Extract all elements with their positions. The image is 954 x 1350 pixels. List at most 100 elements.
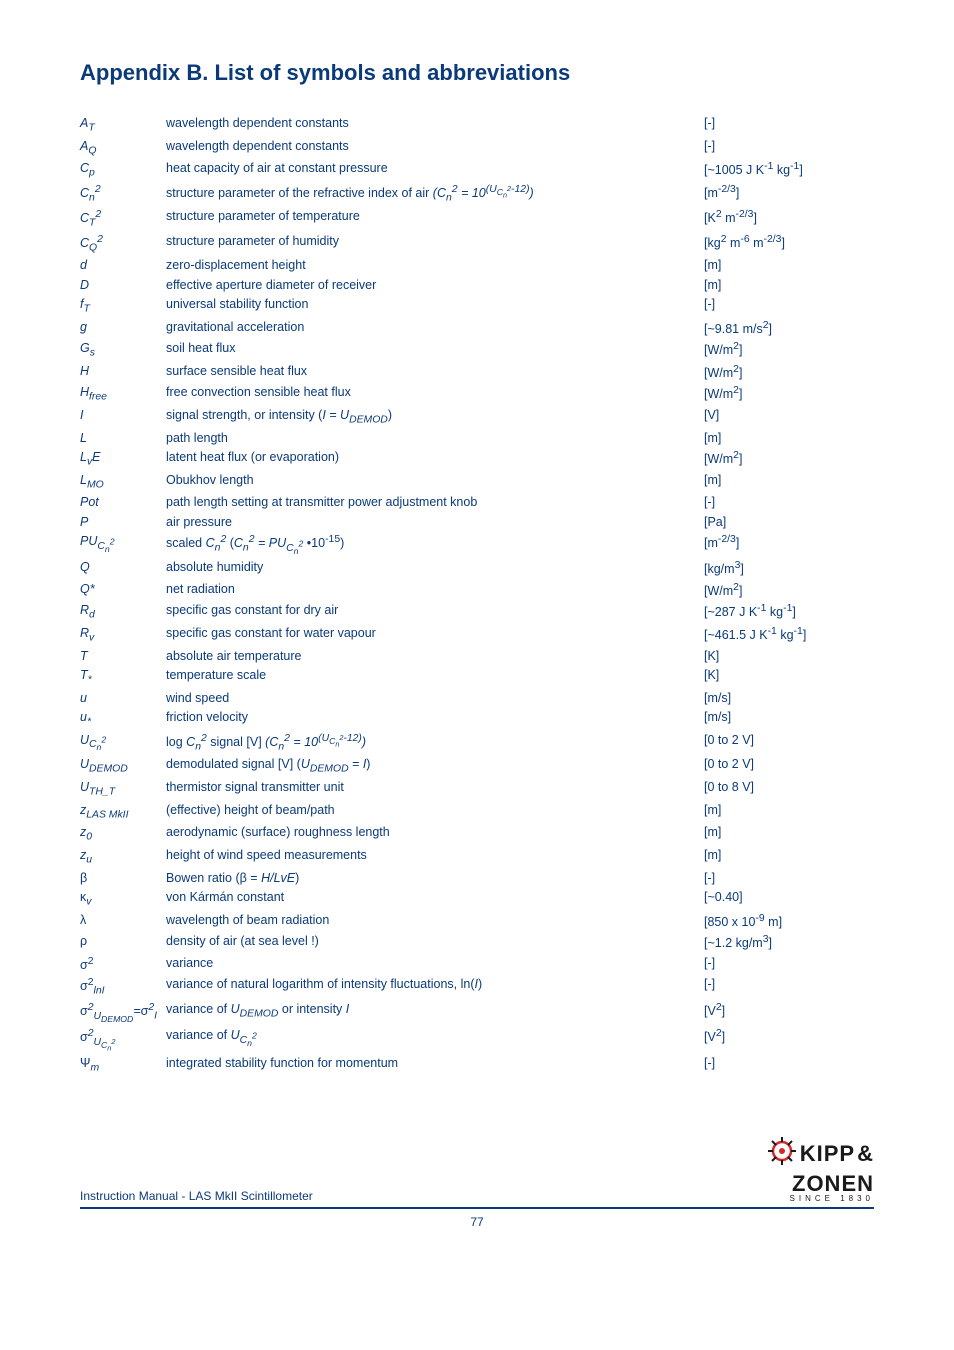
- table-row: σ2lnIvariance of natural logarithm of in…: [80, 975, 874, 1000]
- symbol-cell: T*: [80, 666, 166, 689]
- description-cell: variance of UCn2: [166, 1026, 704, 1054]
- description-cell: friction velocity: [166, 708, 704, 731]
- symbol-cell: Q*: [80, 580, 166, 602]
- unit-cell: [-]: [704, 1054, 874, 1077]
- symbol-cell: LMO: [80, 471, 166, 494]
- table-row: σ2variance[-]: [80, 954, 874, 976]
- footer-text: Instruction Manual - LAS MkII Scintillom…: [80, 1189, 313, 1203]
- description-cell: temperature scale: [166, 666, 704, 689]
- description-cell: specific gas constant for water vapour: [166, 624, 704, 647]
- symbol-cell: Cn2: [80, 182, 166, 207]
- brand-logo: KIPP & ZONEN SINCE 1830: [768, 1137, 874, 1203]
- description-cell: variance of UDEMOD or intensity I: [166, 1000, 704, 1026]
- description-cell: surface sensible heat flux: [166, 362, 704, 384]
- unit-cell: [0 to 8 V]: [704, 778, 874, 801]
- table-row: Ψmintegrated stability function for mome…: [80, 1054, 874, 1077]
- table-row: Deffective aperture diameter of receiver…: [80, 276, 874, 295]
- unit-cell: [-]: [704, 137, 874, 160]
- symbol-cell: u: [80, 689, 166, 708]
- description-cell: variance: [166, 954, 704, 976]
- symbol-cell: σ2lnI: [80, 975, 166, 1000]
- description-cell: Bowen ratio (β = H/LvE): [166, 869, 704, 888]
- unit-cell: [W/m2]: [704, 580, 874, 602]
- description-cell: structure parameter of humidity: [166, 232, 704, 257]
- table-row: ATwavelength dependent constants[-]: [80, 114, 874, 137]
- symbol-cell: LvE: [80, 448, 166, 471]
- symbol-cell: AT: [80, 114, 166, 137]
- symbol-cell: UDEMOD: [80, 755, 166, 778]
- description-cell: wavelength of beam radiation: [166, 911, 704, 933]
- description-cell: gravitational acceleration: [166, 318, 704, 340]
- table-row: σ2UCn2variance of UCn2[V2]: [80, 1026, 874, 1054]
- unit-cell: [Pa]: [704, 513, 874, 532]
- logo-icon: [768, 1137, 796, 1171]
- description-cell: scaled Cn2 (Cn2 = PUCn2 •10-15): [166, 532, 704, 558]
- symbol-cell: g: [80, 318, 166, 340]
- table-row: Hsurface sensible heat flux[W/m2]: [80, 362, 874, 384]
- symbol-cell: D: [80, 276, 166, 295]
- description-cell: net radiation: [166, 580, 704, 602]
- unit-cell: [V2]: [704, 1026, 874, 1054]
- unit-cell: [m-2/3]: [704, 532, 874, 558]
- logo-line3: SINCE 1830: [768, 1194, 874, 1203]
- table-row: Pair pressure[Pa]: [80, 513, 874, 532]
- description-cell: air pressure: [166, 513, 704, 532]
- table-row: LvElatent heat flux (or evaporation)[W/m…: [80, 448, 874, 471]
- symbol-cell: H: [80, 362, 166, 384]
- unit-cell: [kg2 m-6 m-2/3]: [704, 232, 874, 257]
- page-title: Appendix B. List of symbols and abbrevia…: [80, 60, 874, 86]
- unit-cell: [m]: [704, 846, 874, 869]
- table-row: Tabsolute air temperature[K]: [80, 647, 874, 666]
- symbol-cell: CT2: [80, 207, 166, 232]
- description-cell: height of wind speed measurements: [166, 846, 704, 869]
- symbol-cell: PUCn2: [80, 532, 166, 558]
- table-row: UDEMODdemodulated signal [V] (UDEMOD = I…: [80, 755, 874, 778]
- unit-cell: [~0.40]: [704, 888, 874, 911]
- unit-cell: [-]: [704, 975, 874, 1000]
- symbol-cell: zu: [80, 846, 166, 869]
- description-cell: zero-displacement height: [166, 256, 704, 275]
- description-cell: structure parameter of the refractive in…: [166, 182, 704, 207]
- symbol-cell: u*: [80, 708, 166, 731]
- unit-cell: [W/m2]: [704, 362, 874, 384]
- unit-cell: [-]: [704, 954, 874, 976]
- footer-line: Instruction Manual - LAS MkII Scintillom…: [80, 1137, 874, 1209]
- symbol-cell: zLAS MkII: [80, 801, 166, 824]
- table-row: Lpath length[m]: [80, 429, 874, 448]
- description-cell: thermistor signal transmitter unit: [166, 778, 704, 801]
- unit-cell: [m]: [704, 256, 874, 275]
- unit-cell: [-]: [704, 869, 874, 888]
- table-row: uwind speed[m/s]: [80, 689, 874, 708]
- description-cell: aerodynamic (surface) roughness length: [166, 823, 704, 846]
- symbol-cell: Rv: [80, 624, 166, 647]
- symbol-cell: z0: [80, 823, 166, 846]
- unit-cell: [m]: [704, 471, 874, 494]
- description-cell: heat capacity of air at constant pressur…: [166, 159, 704, 182]
- unit-cell: [0 to 2 V]: [704, 755, 874, 778]
- symbol-cell: Pot: [80, 493, 166, 512]
- description-cell: free convection sensible heat flux: [166, 383, 704, 406]
- unit-cell: [V]: [704, 406, 874, 429]
- table-row: z0aerodynamic (surface) roughness length…: [80, 823, 874, 846]
- description-cell: variance of natural logarithm of intensi…: [166, 975, 704, 1000]
- unit-cell: [m]: [704, 801, 874, 824]
- symbol-cell: L: [80, 429, 166, 448]
- table-row: βBowen ratio (β = H/LvE)[-]: [80, 869, 874, 888]
- table-row: UCn2log Cn2 signal [V] (Cn2 = 10(UCn2-12…: [80, 731, 874, 756]
- table-row: Q*net radiation[W/m2]: [80, 580, 874, 602]
- unit-cell: [-]: [704, 493, 874, 512]
- unit-cell: [~461.5 J K-1 kg-1]: [704, 624, 874, 647]
- table-row: u*friction velocity[m/s]: [80, 708, 874, 731]
- table-row: T*temperature scale[K]: [80, 666, 874, 689]
- table-row: UTH_Tthermistor signal transmitter unit[…: [80, 778, 874, 801]
- table-row: zLAS MkII(effective) height of beam/path…: [80, 801, 874, 824]
- symbol-cell: AQ: [80, 137, 166, 160]
- symbol-cell: Q: [80, 558, 166, 580]
- table-row: κvvon Kármán constant[~0.40]: [80, 888, 874, 911]
- table-row: CQ2structure parameter of humidity[kg2 m…: [80, 232, 874, 257]
- description-cell: wavelength dependent constants: [166, 114, 704, 137]
- page-number: 77: [80, 1215, 874, 1229]
- symbol-cell: σ2UCn2: [80, 1026, 166, 1054]
- description-cell: path length: [166, 429, 704, 448]
- table-row: ρdensity of air (at sea level !)[~1.2 kg…: [80, 932, 874, 954]
